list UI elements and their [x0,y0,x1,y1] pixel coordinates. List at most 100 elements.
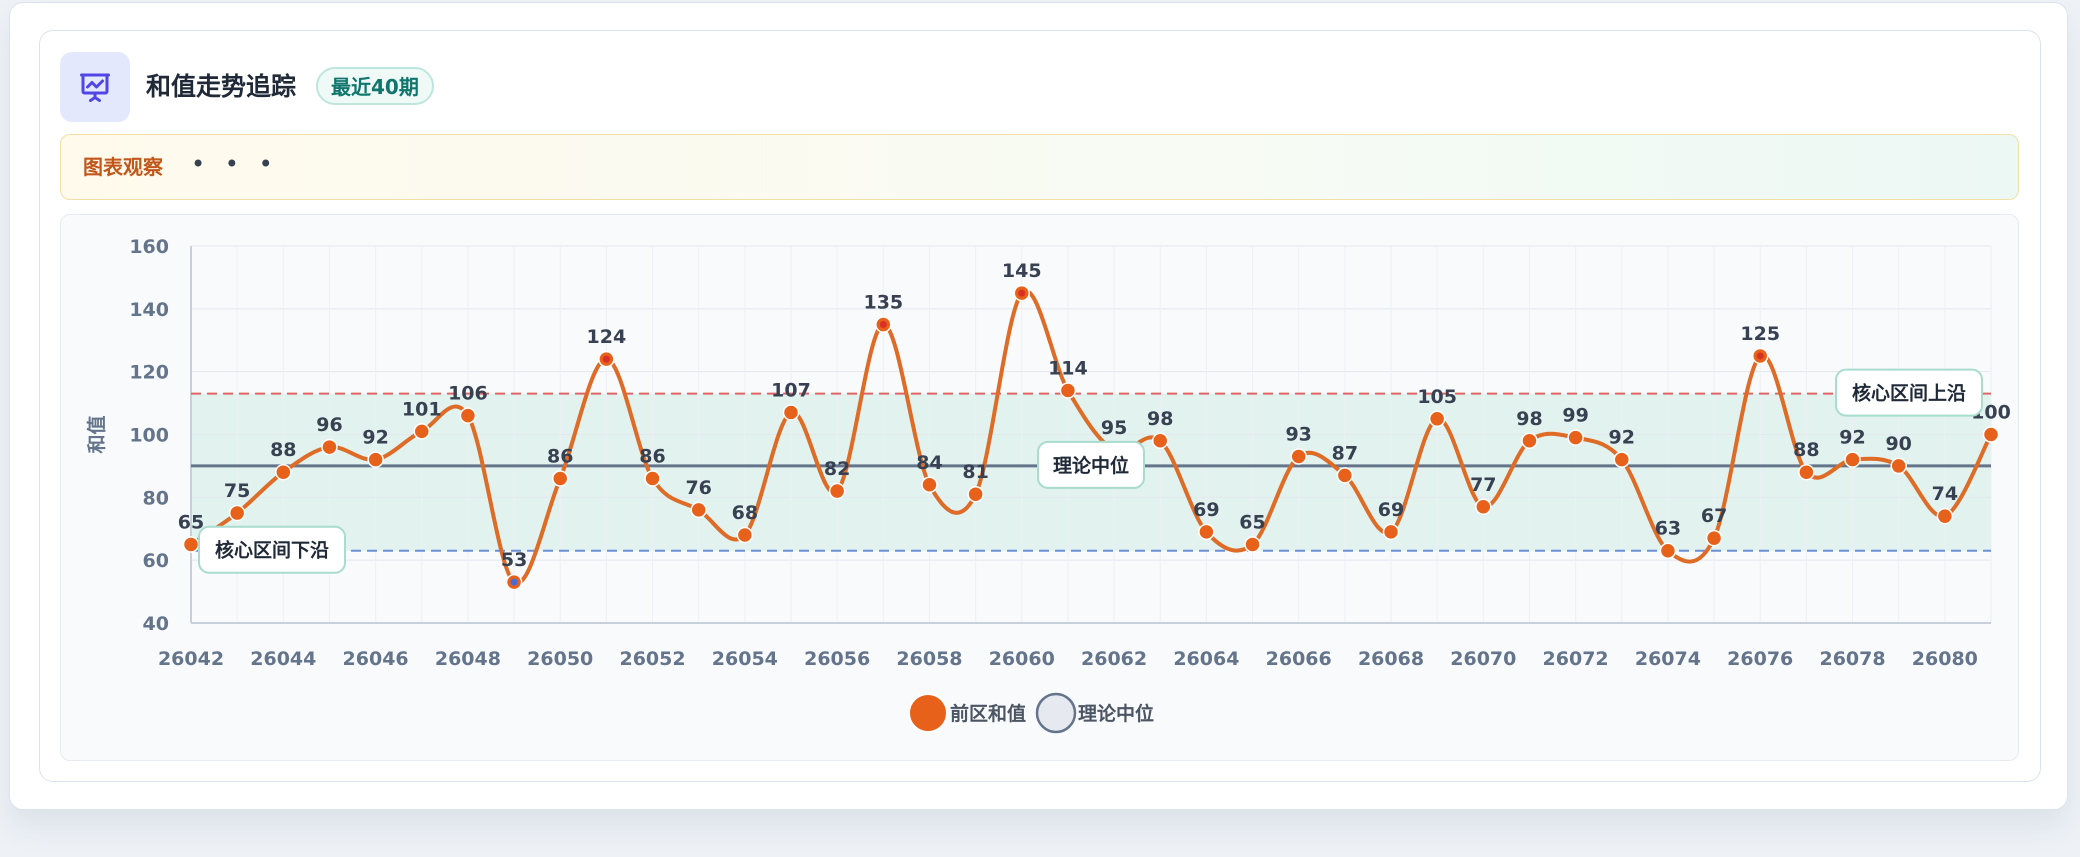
data-label: 95 [1101,417,1127,439]
data-point [413,423,431,440]
legend-label-理论中位: 理论中位 [1078,702,1154,725]
data-point [1705,529,1723,547]
data-label: 81 [962,461,988,483]
x-tick-label: 26052 [619,648,685,670]
data-label: 106 [448,383,488,405]
data-label: 107 [771,380,811,402]
data-point [1382,523,1400,541]
data-label: 125 [1740,323,1780,345]
data-point [321,438,338,456]
x-tick-label: 26080 [1912,648,1978,670]
upper-bound-annotation: 核心区间上沿 [1835,368,1983,417]
lower-bound-annotation: 核心区间下沿 [198,525,346,574]
data-label: 86 [547,445,573,467]
data-point [1521,432,1538,450]
data-label: 53 [501,549,527,571]
data-point [1198,523,1215,541]
data-point [1336,467,1354,484]
page-title: 和值走势追踪 [146,72,297,101]
more-dots-icon[interactable]: • • • [191,150,279,178]
data-label: 82 [824,458,850,480]
data-point [1982,426,2000,443]
median-annotation: 理论中位 [1037,440,1145,489]
data-point [1567,429,1584,446]
data-point [1151,432,1169,450]
data-point [367,451,384,468]
data-label: 88 [1793,439,1819,461]
x-tick-label: 26078 [1819,648,1885,670]
x-tick-label: 26042 [158,648,224,670]
x-tick-label: 26062 [1081,648,1147,670]
data-label: 96 [316,414,342,436]
data-point [228,504,246,522]
data-point [921,476,938,494]
high-point-marker [1018,289,1026,297]
data-point [1290,448,1307,465]
x-tick-label: 26072 [1543,648,1609,670]
median-annotation-text: 理论中位 [1053,454,1129,477]
data-label: 74 [1932,483,1958,505]
median-annotation-box [1037,440,1145,489]
data-label: 98 [1147,408,1173,430]
data-label: 69 [1193,499,1219,521]
y-tick-label: 40 [143,613,169,635]
lower-bound-annotation-text: 核心区间下沿 [215,539,329,562]
x-tick-label: 26058 [896,648,962,670]
x-tick-label: 26056 [804,648,870,670]
data-point [1428,410,1446,428]
data-point [644,470,661,487]
data-point [1798,463,1815,481]
data-point [182,536,200,553]
y-tick-label: 80 [143,487,169,509]
y-tick-label: 140 [129,299,169,321]
data-point [459,407,477,424]
data-point [1475,498,1492,516]
low-point-marker [510,578,518,586]
x-tick-label: 26068 [1358,648,1424,670]
data-label: 135 [863,292,903,314]
lower-bound-annotation-box [198,525,346,574]
data-label: 101 [402,398,442,420]
x-tick-label: 26054 [712,648,778,670]
data-label: 86 [639,445,665,467]
x-tick-label: 26044 [250,648,316,670]
legend: 前区和值 理论中位 [908,692,1154,734]
data-label: 105 [1417,386,1457,408]
data-point [736,526,754,544]
y-tick-label: 100 [129,425,169,447]
data-label: 76 [685,477,711,499]
data-label: 69 [1378,499,1404,521]
period-badge: 最近40期 [316,67,434,105]
data-point [1936,507,1954,525]
data-label: 114 [1048,358,1088,380]
data-point [690,501,707,519]
presentation-chart-icon [60,52,130,122]
data-label: 92 [362,427,388,449]
data-label: 99 [1562,405,1588,427]
x-tick-label: 26070 [1450,648,1516,670]
legend-label-前区和值: 前区和值 [950,702,1026,725]
upper-bound-annotation-box [1835,368,1983,417]
data-label: 84 [916,452,942,474]
data-label: 75 [224,480,250,502]
observation-bar[interactable]: 图表观察 • • • [60,134,2019,200]
data-label: 77 [1470,474,1496,496]
x-tick-label: 26076 [1727,648,1793,670]
legend-marker-前区和值 [908,693,948,733]
data-point [1844,451,1861,468]
data-point [967,485,984,503]
x-tick-label: 26050 [527,648,593,670]
y-tick-label: 160 [129,236,169,258]
y-axis-title: 和值 [85,415,108,453]
data-label: 124 [587,326,627,348]
high-point-marker [1756,352,1764,360]
data-label: 90 [1885,433,1911,455]
x-tick-label: 26060 [989,648,1055,670]
x-tick-label: 26066 [1266,648,1332,670]
x-tick-label: 26048 [435,648,501,670]
x-tick-label: 26046 [343,648,409,670]
data-point [828,482,846,500]
y-tick-label: 60 [143,550,169,572]
data-point [1613,451,1631,468]
